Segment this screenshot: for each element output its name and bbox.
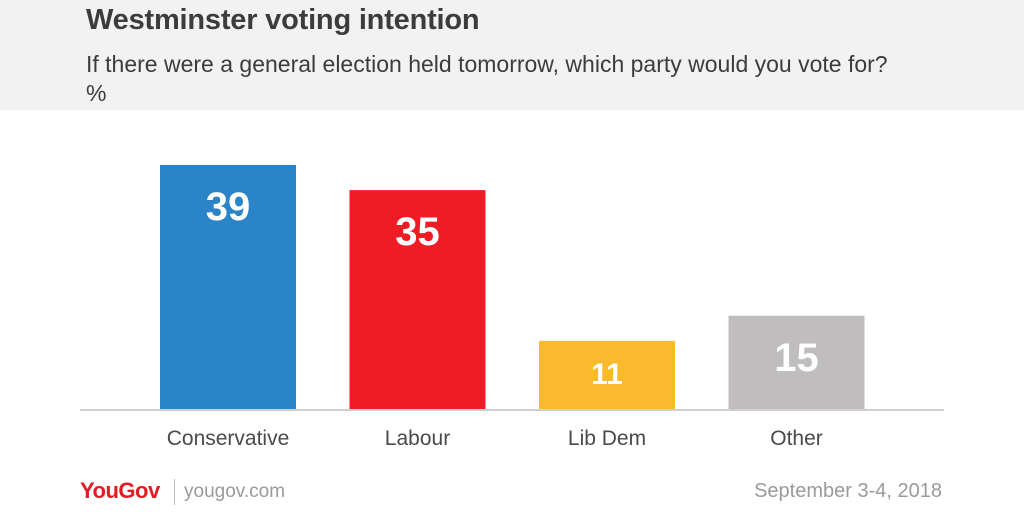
bar-other [728,315,865,410]
bar-labour [349,190,486,410]
chart-subtitle: If there were a general election held to… [86,51,888,106]
bar-lib-dem [539,340,675,410]
data-label-labour: 35 [395,210,440,254]
data-label-other: 15 [774,336,819,380]
bar-conservative [160,165,296,410]
category-label-labour: Labour [385,427,450,450]
bar-chart: 39 Conservative 35 Labour 11 Lib Dem 15 Other [80,165,944,450]
fieldwork-date: September 3-4, 2018 [754,480,942,502]
footer-divider [174,479,175,505]
footer-url[interactable]: yougov.com [184,481,286,502]
chart-title: Westminster voting intention [86,4,480,36]
yougov-logo: YouGov [80,478,160,503]
data-label-conservative: 39 [206,185,251,229]
data-label-lib-dem: 11 [591,358,623,391]
category-label-conservative: Conservative [167,427,290,450]
chart-header: Westminster voting intention If there we… [0,0,1024,110]
category-label-other: Other [770,427,823,450]
category-label-lib-dem: Lib Dem [568,427,646,450]
